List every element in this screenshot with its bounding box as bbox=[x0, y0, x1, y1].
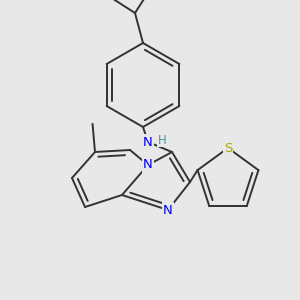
Text: N: N bbox=[143, 136, 153, 148]
Text: N: N bbox=[143, 158, 153, 172]
Text: S: S bbox=[224, 142, 232, 154]
Text: H: H bbox=[158, 134, 166, 146]
Text: N: N bbox=[163, 203, 173, 217]
